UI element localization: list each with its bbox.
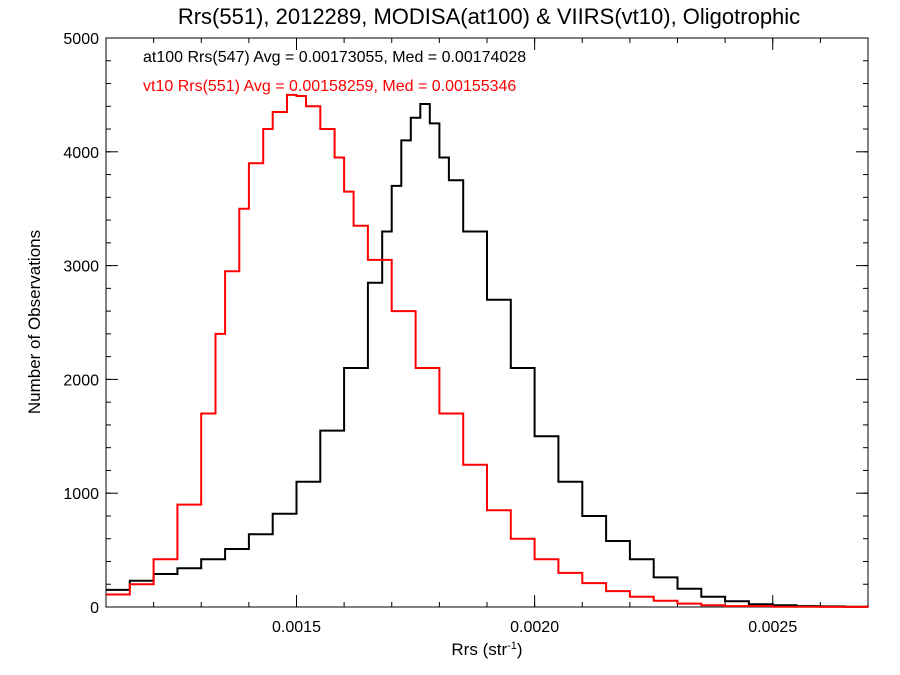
y-tick-label: 3000 [63, 259, 99, 276]
plot-frame [105, 37, 869, 608]
y-tick-label: 4000 [63, 145, 99, 162]
major-ticks [106, 37, 868, 608]
y-tick-label: 1000 [63, 486, 99, 503]
y-tick-label: 0 [90, 600, 99, 617]
x-tick-label: 0.0025 [748, 619, 797, 636]
stats-annotation-1: at100 Rrs(547) Avg = 0.00173055, Med = 0… [143, 49, 526, 66]
annotations: at100 Rrs(547) Avg = 0.00173055, Med = 0… [143, 49, 526, 95]
x-tick-labels: 0.0015 0.0020 0.0025 [272, 619, 797, 636]
minor-ticks [105, 37, 869, 608]
x-axis-label: Rrs (str-1) [451, 640, 522, 659]
stats-annotation-2: vt10 Rrs(551) Avg = 0.00158259, Med = 0.… [143, 78, 516, 95]
chart-title: Rrs(551), 2012289, MODISA(at100) & VIIRS… [178, 4, 800, 29]
y-tick-labels: 0 1000 2000 3000 4000 5000 [63, 31, 99, 617]
y-tick-label: 2000 [63, 372, 99, 389]
x-tick-label: 0.0015 [272, 619, 321, 636]
series-layer [106, 93, 869, 608]
x-tick-label: 0.0020 [510, 619, 559, 636]
y-tick-label: 5000 [63, 31, 99, 48]
histogram-series-2 [106, 93, 869, 608]
y-axis-label: Number of Observations [25, 230, 44, 414]
histogram-series-1 [106, 103, 869, 608]
